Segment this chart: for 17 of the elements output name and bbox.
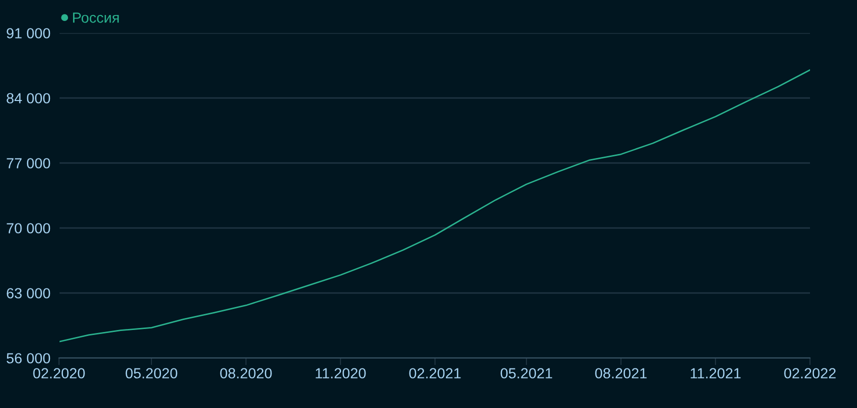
x-tick-label: 05.2020 bbox=[126, 368, 178, 378]
x-tick-label: 08.2021 bbox=[595, 368, 647, 378]
x-tick-label: 11.2020 bbox=[316, 368, 366, 378]
x-tick-label: 02.2021 bbox=[409, 368, 461, 378]
y-tick-label: 91 000 bbox=[6, 28, 50, 38]
y-tick-label: 56 000 bbox=[6, 353, 50, 364]
y-tick-label: 84 000 bbox=[6, 93, 50, 104]
y-tick-label: 63 000 bbox=[6, 288, 50, 298]
y-tick-label: 77 000 bbox=[6, 158, 50, 168]
x-tick-label: 05.2021 bbox=[500, 368, 552, 378]
x-tick-label: 11.2021 bbox=[690, 368, 741, 378]
line-series bbox=[59, 69, 810, 342]
x-tick-label: 02.2020 bbox=[33, 368, 85, 378]
x-tick-label: 02.2022 bbox=[784, 368, 836, 378]
legend-label: Россия bbox=[73, 12, 119, 23]
y-tick-label: 70 000 bbox=[6, 223, 50, 234]
x-tick-label: 08.2020 bbox=[220, 368, 272, 378]
